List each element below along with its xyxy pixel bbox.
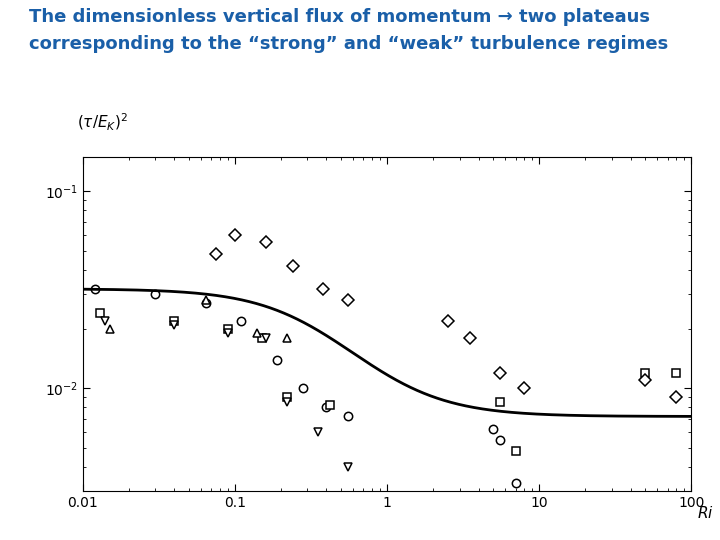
Text: The dimensionless vertical flux of momentum → two plateaus: The dimensionless vertical flux of momen… bbox=[29, 8, 649, 26]
Text: corresponding to the “strong” and “weak” turbulence regimes: corresponding to the “strong” and “weak”… bbox=[29, 35, 668, 53]
Text: $(\tau/E_K)^2$: $(\tau/E_K)^2$ bbox=[77, 112, 128, 133]
Text: $\mathit{Ri}$: $\mathit{Ri}$ bbox=[697, 505, 714, 521]
